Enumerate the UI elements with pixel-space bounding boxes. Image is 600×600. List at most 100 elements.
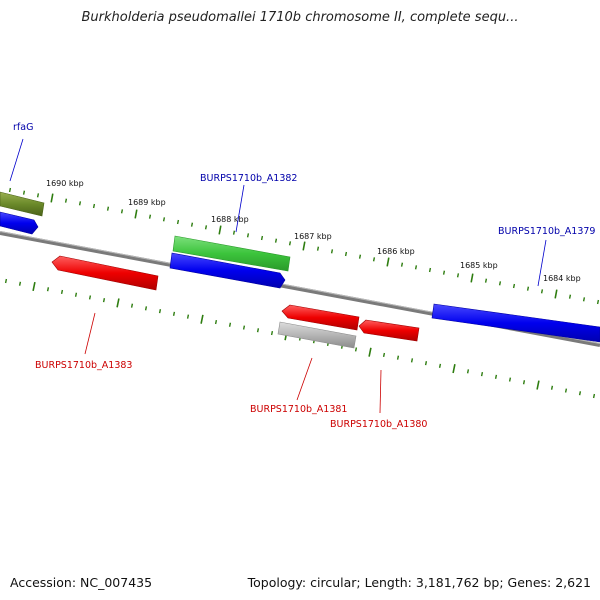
label-BURPS1710b_A1383[interactable]: BURPS1710b_A1383 [35,360,132,371]
gene-BURPS1710b_A1381[interactable] [281,304,360,331]
genome-summary-text: Topology: circular; Length: 3,181,762 bp… [247,575,591,590]
minor-tick [540,289,544,294]
minor-tick [382,352,386,358]
reverse-genes [51,255,420,349]
tick-label-1688: 1688 kbp [211,215,249,224]
minor-tick [242,325,246,330]
minor-tick [64,198,68,203]
label-BURPS1710b_A1382[interactable]: BURPS1710b_A1382 [200,173,297,184]
gene-BURPS1710b_A1382[interactable] [169,252,286,289]
minor-tick [78,201,82,206]
tick-labels: 1690 kbp 1689 kbp 1688 kbp 1687 kbp 1686… [46,179,581,283]
label-BURPS1710b_A1379[interactable]: BURPS1710b_A1379 [498,226,595,237]
minor-tick [158,309,162,314]
gene-BURPS1710b_A1383[interactable] [51,255,159,291]
minor-tick [260,235,264,241]
minor-tick [484,278,488,283]
tick-label-1687: 1687 kbp [294,232,332,241]
minor-tick [232,230,236,235]
minor-tick [256,328,260,333]
minor-tick [550,385,554,390]
minor-tick [92,203,96,209]
label-BURPS1710b_A1381[interactable]: BURPS1710b_A1381 [250,404,347,415]
minor-tick [424,361,428,366]
major-tick [116,298,120,308]
minor-tick [162,217,166,222]
major-tick [536,380,540,390]
minor-tick [480,371,484,377]
gene-BURPS1710b_A1382-rna[interactable] [172,235,291,272]
minor-tick [204,225,208,230]
minor-tick [568,294,572,299]
major-tick [32,281,36,292]
minor-tick [344,251,348,257]
label-BURPS1710b_A1380[interactable]: BURPS1710b_A1380 [330,419,427,430]
major-tick [368,347,372,357]
minor-tick [130,303,134,308]
minor-tick [102,298,106,303]
gene-BURPS1710b_A1381-pseudo[interactable] [277,321,357,349]
minor-tick [176,219,180,225]
tick-label-1684: 1684 kbp [543,274,581,283]
minor-tick [288,241,292,246]
minor-tick [4,278,8,284]
minor-tick [74,292,78,297]
minor-tick [410,358,414,363]
minor-tick [60,289,64,295]
gene-rfaG-arrow[interactable] [0,211,39,235]
minor-tick [456,273,460,278]
gene-BURPS1710b_A1379[interactable] [431,303,600,343]
minor-tick [442,270,446,275]
minor-tick [106,206,110,211]
inner-tick-track [4,278,596,399]
tick-label-1685: 1685 kbp [460,261,498,270]
tick-label-1686: 1686 kbp [377,247,415,256]
gene-rfaG-top[interactable] [0,191,45,217]
minor-tick [582,297,586,302]
outer-tick-track [8,187,600,305]
minor-tick [498,281,502,286]
minor-tick [316,246,320,251]
minor-tick [120,209,124,214]
minor-tick [428,267,432,273]
minor-tick [400,262,404,267]
minor-tick [186,314,190,319]
minor-tick [396,355,400,360]
minor-tick [330,249,334,254]
major-tick [302,241,306,251]
minor-tick [144,306,148,311]
minor-tick [214,319,218,325]
minor-tick [274,238,278,243]
gene-BURPS1710b_A1380[interactable] [358,319,420,342]
minor-tick [526,286,530,291]
minor-tick [22,190,26,195]
major-tick [218,225,222,235]
minor-tick [512,283,516,289]
minor-tick [494,374,498,379]
minor-tick [358,254,362,259]
minor-tick [18,281,22,286]
minor-tick [246,233,250,238]
label-rfaG[interactable]: rfaG [13,122,33,133]
gene-labels: rfaG BURPS1710b_A1382 BURPS1710b_A1379 B… [13,122,595,430]
minor-tick [270,330,274,336]
major-tick [200,314,204,324]
minor-tick [508,377,512,382]
minor-tick [354,347,358,352]
major-tick [554,289,558,299]
minor-tick [88,295,92,300]
major-tick [134,209,138,219]
minor-tick [592,393,596,399]
accession-text: Accession: NC_007435 [10,575,153,590]
minor-tick [438,363,442,368]
minor-tick [36,193,40,198]
minor-tick [172,311,176,316]
minor-tick [190,222,194,227]
minor-tick [466,369,470,374]
minor-tick [46,287,50,292]
minor-tick [564,388,568,393]
gene-label-leaders [9,138,547,414]
major-tick [386,257,390,267]
